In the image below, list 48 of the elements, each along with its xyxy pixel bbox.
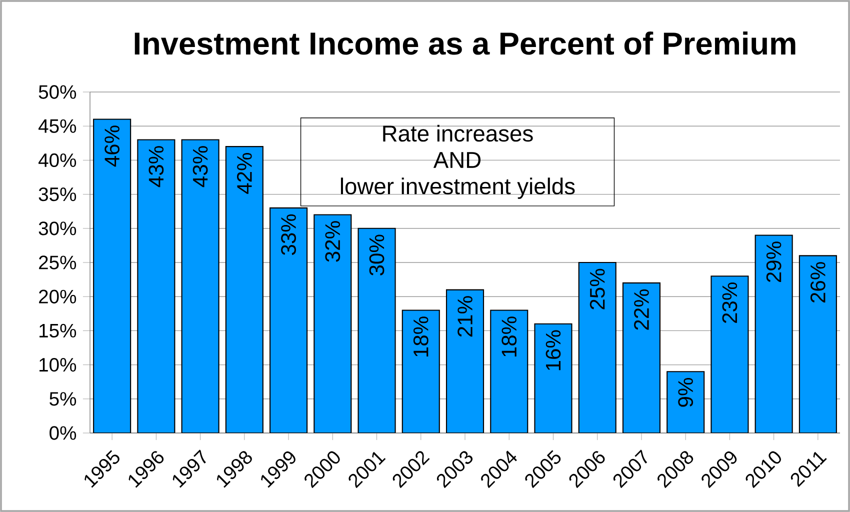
chart-title: Investment Income as a Percent of Premium [134, 32, 796, 55]
bar [137, 139, 176, 434]
data-label: 18% [502, 316, 517, 356]
bar [446, 289, 484, 434]
y-tick-label: 30% [38, 222, 76, 236]
bar [534, 323, 572, 434]
y-tick-label: 40% [38, 153, 76, 168]
bar [270, 207, 308, 434]
bar [798, 255, 837, 434]
bar [181, 139, 220, 434]
bar [754, 234, 793, 434]
data-label: 21% [458, 296, 472, 337]
data-label: 33% [281, 214, 296, 255]
annotation: Rate increases [383, 124, 533, 142]
data-label: 26% [810, 262, 826, 302]
y-tick-label: 50% [38, 85, 76, 99]
y-tick-label: 35% [38, 187, 76, 202]
bar [402, 310, 440, 434]
y-tick-label: 45% [38, 119, 76, 133]
data-label: 25% [590, 268, 605, 310]
data-label: 43% [192, 146, 208, 188]
bar [578, 262, 616, 434]
annotation: lower investment yields [340, 178, 575, 199]
bar [622, 282, 661, 434]
data-label: 9% [678, 378, 694, 407]
bar [490, 310, 528, 434]
data-label: 23% [722, 282, 738, 323]
y-tick-label: 15% [40, 324, 76, 338]
data-label: 18% [413, 316, 428, 356]
y-tick-label: 5% [50, 392, 76, 406]
data-label: 42% [237, 152, 252, 194]
bar [710, 276, 749, 434]
y-tick-label: 20% [39, 290, 76, 304]
data-label: 29% [766, 242, 782, 282]
bar [225, 146, 264, 434]
data-label: 22% [634, 289, 649, 330]
data-label: 46% [104, 126, 120, 167]
y-tick-label: 0% [50, 426, 76, 440]
data-label: 16% [546, 330, 561, 370]
bar [93, 118, 132, 434]
y-tick-label: 10% [40, 358, 76, 372]
bar [358, 228, 396, 434]
annotation: AND [433, 152, 481, 168]
y-tick-label: 25% [39, 256, 76, 270]
data-label: 30% [369, 234, 384, 276]
data-label: 43% [148, 146, 164, 188]
bar [314, 214, 352, 434]
data-label: 32% [325, 221, 340, 262]
